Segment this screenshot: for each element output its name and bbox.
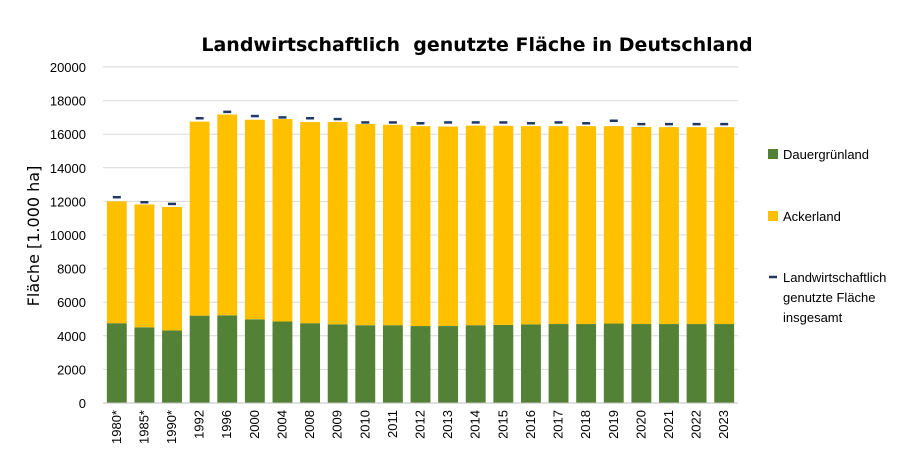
x-tick-label: 2019 xyxy=(606,410,621,439)
y-axis-label: Fläche [1.000 ha] xyxy=(24,166,43,307)
legend-label: Dauergrünland xyxy=(783,147,869,162)
bar-ackerland xyxy=(134,204,155,328)
total-markers xyxy=(112,110,729,206)
legend-label: Landwirtschaftlich xyxy=(783,270,886,285)
bar-dauergruenland xyxy=(410,326,431,403)
bar-ackerland xyxy=(106,201,127,324)
x-tick-label: 2008 xyxy=(302,410,317,439)
bar-ackerland xyxy=(493,125,514,325)
bar-ackerland xyxy=(520,126,541,325)
bar-ackerland xyxy=(382,124,403,326)
x-tick-label: 1980* xyxy=(109,410,124,444)
bar-ackerland xyxy=(162,206,182,331)
bar-dauergruenland xyxy=(465,325,486,403)
bars xyxy=(106,114,735,403)
x-tick-label: 2013 xyxy=(440,410,455,439)
x-tick-label: 2022 xyxy=(689,410,704,439)
bar-ackerland xyxy=(217,114,238,316)
bar-dauergruenland xyxy=(548,324,569,403)
legend-label: insgesamt xyxy=(783,310,843,325)
chart-title: Landwirtschaftlich genutzte Fläche in De… xyxy=(201,34,752,56)
bar-dauergruenland xyxy=(382,325,403,403)
x-tick-label: 1985* xyxy=(136,410,151,444)
y-tick-label: 12000 xyxy=(50,194,86,209)
x-tick-label: 2021 xyxy=(661,410,676,439)
bar-ackerland xyxy=(714,127,735,325)
bar-ackerland xyxy=(465,125,486,326)
bar-ackerland xyxy=(410,126,431,327)
bar-dauergruenland xyxy=(272,321,293,403)
bar-dauergruenland xyxy=(659,324,679,403)
bar-dauergruenland xyxy=(355,325,376,403)
y-axis-tick-labels: 0 2000 4000 6000 8000 10000 12000 14000 16000 180… xyxy=(50,60,86,411)
x-tick-label: 2015 xyxy=(495,410,510,439)
y-tick-label: 14000 xyxy=(50,161,86,176)
bar-ackerland xyxy=(438,126,459,327)
bar-ackerland xyxy=(272,119,293,322)
y-tick-label: 4000 xyxy=(57,329,86,344)
bar-ackerland xyxy=(189,121,210,316)
x-tick-label: 2023 xyxy=(716,410,731,439)
x-tick-label: 2020 xyxy=(633,410,648,439)
bar-dauergruenland xyxy=(300,323,321,403)
y-tick-label: 16000 xyxy=(50,127,86,142)
y-tick-label: 20000 xyxy=(50,60,86,75)
bar-dauergruenland xyxy=(714,324,735,403)
bar-dauergruenland xyxy=(493,324,514,403)
bar-dauergruenland xyxy=(576,324,597,403)
bar-ackerland xyxy=(686,127,707,325)
bar-ackerland xyxy=(244,119,265,320)
bar-dauergruenland xyxy=(603,323,624,403)
bar-ackerland xyxy=(300,122,321,324)
x-tick-label: 1990* xyxy=(164,410,179,444)
legend: Dauergrünland Ackerland Landwirtschaftlich… xyxy=(768,147,886,325)
bar-dauergruenland xyxy=(244,319,265,403)
x-tick-label: 2018 xyxy=(578,410,593,439)
y-tick-label: 10000 xyxy=(50,228,86,243)
x-tick-label: 2012 xyxy=(413,410,428,439)
bar-dauergruenland xyxy=(106,323,127,403)
bar-dauergruenland xyxy=(162,330,182,403)
bar-dauergruenland xyxy=(631,324,652,403)
bar-dauergruenland xyxy=(327,324,348,403)
x-tick-label: 2011 xyxy=(385,410,400,438)
bar-ackerland xyxy=(603,126,624,324)
x-tick-label: 2016 xyxy=(523,410,538,439)
x-tick-label: 1996 xyxy=(219,410,234,439)
legend-swatch xyxy=(768,211,778,221)
bar-dauergruenland xyxy=(189,315,210,403)
x-tick-label: 1992 xyxy=(192,410,207,439)
y-tick-label: 18000 xyxy=(50,94,86,109)
y-tick-label: 8000 xyxy=(57,262,86,277)
y-tick-label: 2000 xyxy=(57,362,86,377)
bar-ackerland xyxy=(548,126,569,325)
x-axis-tick-labels: 1980* 1985* 1990* 1992 1996 2000 2004 2008 2009 2… xyxy=(109,410,731,444)
bar-dauergruenland xyxy=(520,324,541,403)
bar-dauergruenland xyxy=(438,326,459,403)
bar-ackerland xyxy=(659,127,679,325)
x-tick-label: 2000 xyxy=(247,410,262,439)
legend-label: genutzte Fläche xyxy=(783,290,876,305)
x-tick-label: 2004 xyxy=(274,410,289,439)
x-tick-label: 2010 xyxy=(357,410,372,439)
bar-ackerland xyxy=(576,126,597,325)
legend-label: Ackerland xyxy=(783,209,841,224)
legend-swatch xyxy=(768,149,778,159)
bar-ackerland xyxy=(327,121,348,325)
bar-dauergruenland xyxy=(134,327,155,403)
bar-dauergruenland xyxy=(686,324,707,403)
y-tick-label: 6000 xyxy=(57,295,86,310)
bar-ackerland xyxy=(631,126,652,325)
x-tick-label: 2014 xyxy=(468,410,483,439)
bar-ackerland xyxy=(355,124,376,326)
y-tick-label: 0 xyxy=(79,396,86,411)
x-tick-label: 2017 xyxy=(551,410,566,439)
x-tick-label: 2009 xyxy=(330,410,345,439)
bar-dauergruenland xyxy=(217,315,238,403)
